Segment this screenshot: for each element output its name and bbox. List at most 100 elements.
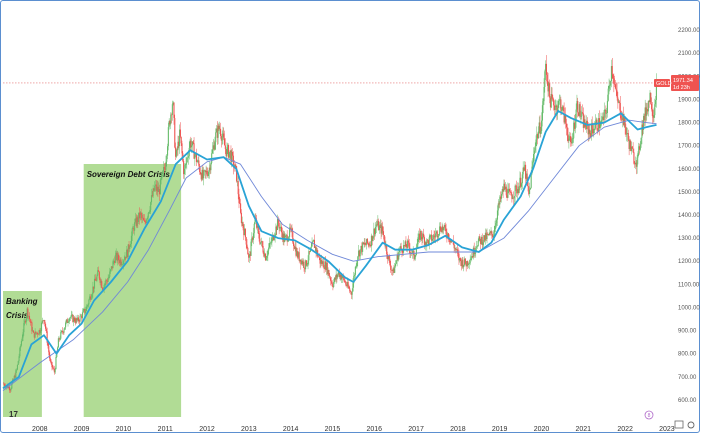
y-tick-label: 1800.00 [678, 121, 700, 127]
candle-body [222, 133, 224, 137]
candle-body [360, 245, 362, 250]
candle-body [34, 331, 36, 338]
candle-body [650, 92, 652, 104]
candle-body [77, 317, 80, 322]
candle-body [273, 237, 275, 240]
candle-body [332, 285, 334, 287]
candle-body [73, 317, 75, 322]
candle-body [242, 222, 244, 228]
candle-body [527, 182, 529, 187]
candle-body [38, 330, 40, 335]
candle-body [496, 219, 498, 224]
price-candles [3, 55, 657, 394]
candle-body [39, 330, 41, 333]
settings-gear-icon[interactable] [687, 421, 695, 429]
candle-body [175, 147, 177, 157]
candle-body [294, 246, 296, 250]
candle-body [427, 240, 429, 245]
candle-body [232, 152, 234, 156]
candle-body [423, 233, 425, 238]
candle-body [614, 84, 617, 89]
candle-body [85, 306, 88, 312]
candle-body [358, 250, 360, 257]
candle-body [208, 167, 210, 172]
candle-body [575, 109, 577, 122]
candle-body [465, 263, 467, 267]
candle-body [236, 166, 238, 182]
candle-body [616, 90, 618, 98]
candle-body [86, 305, 88, 307]
candle-body [90, 297, 92, 300]
candle-body [146, 219, 148, 223]
candle-body [352, 283, 354, 292]
candle-body [339, 274, 341, 277]
candle-body [289, 227, 291, 237]
candle-body [150, 202, 152, 210]
candle-body [323, 267, 325, 269]
candle-body [582, 113, 584, 128]
candle-body [84, 309, 86, 314]
candle-body [229, 150, 231, 153]
crisis-zones: Banking Crisis Sovereign Debt Crisis [3, 164, 182, 417]
candle-body [504, 183, 506, 190]
candle-body [94, 278, 96, 281]
candle-body [553, 99, 555, 106]
candle-body [607, 88, 609, 101]
candle-body [540, 131, 542, 134]
candle-body [207, 171, 210, 177]
candle-body [632, 148, 634, 153]
candle-body [16, 364, 18, 370]
candle-body [469, 259, 471, 264]
candle-body [300, 259, 302, 265]
candle-body [266, 255, 268, 258]
candle-body [177, 141, 179, 151]
candle-body [167, 146, 169, 156]
event-marker-icon[interactable] [644, 410, 654, 420]
candle-body [70, 314, 72, 318]
candle-body [599, 126, 601, 129]
candle-body [50, 361, 52, 362]
candle-body [91, 294, 93, 298]
candle-body [158, 189, 161, 195]
candle-body [548, 83, 550, 92]
candle-body [256, 225, 259, 228]
candle-body [494, 225, 496, 232]
candle-body [195, 153, 198, 162]
candle-body [268, 247, 270, 251]
y-tick-label: 600.00 [678, 398, 697, 404]
candle-body [241, 222, 243, 224]
candle-body [98, 271, 100, 279]
candle-body [68, 320, 70, 322]
candle-body [587, 124, 589, 135]
candle-body [272, 235, 275, 240]
candle-body [205, 170, 207, 173]
candle-body [203, 170, 206, 171]
candle-body [643, 115, 645, 121]
candle-body [593, 130, 595, 134]
candle-body [418, 233, 420, 238]
candle-body [606, 100, 608, 113]
candle-body [18, 356, 20, 362]
candle-body [14, 375, 16, 378]
candle-body [134, 218, 136, 223]
candle-body [573, 122, 575, 139]
candle-body [423, 237, 425, 245]
candle-body [592, 128, 594, 134]
candle-body [557, 100, 560, 108]
candle-body [15, 370, 17, 378]
candle-body [550, 93, 552, 108]
candle-body [652, 116, 654, 118]
candle-body [508, 188, 510, 190]
candle-body [501, 189, 503, 194]
candle-body [259, 238, 261, 244]
candle-body [655, 79, 657, 100]
candle-body [398, 252, 400, 260]
candle-body [187, 156, 189, 158]
candle-body [104, 283, 106, 286]
candle-body [374, 227, 377, 235]
candle-body [279, 227, 281, 229]
fullscreen-icon[interactable] [674, 420, 684, 429]
candle-body [420, 230, 422, 237]
candle-body [610, 81, 612, 86]
